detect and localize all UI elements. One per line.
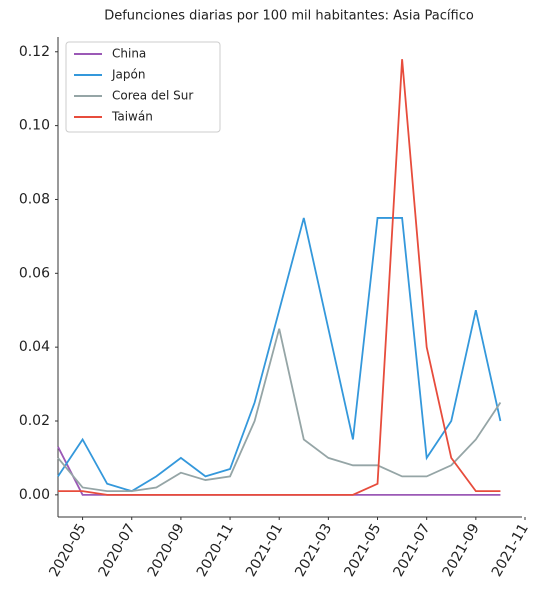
x-tick-label: 2021-03: [292, 521, 335, 580]
series-line: [57, 217, 502, 493]
y-tick-label: 0.00: [19, 487, 50, 503]
series-line: [58, 59, 501, 496]
x-tick-label: 2021-07: [391, 521, 434, 580]
y-tick-label: 0.12: [19, 44, 50, 60]
y-tick-label: 0.02: [19, 413, 50, 429]
x-tick-label: 2021-01: [243, 521, 286, 580]
x-tick-label: 2021-09: [440, 521, 483, 580]
legend-label: Corea del Sur: [112, 89, 193, 103]
legend-label: Japón: [111, 68, 145, 82]
x-tick-label: 2020-05: [46, 521, 89, 580]
y-tick-label: 0.04: [19, 339, 50, 355]
series-line: [57, 446, 501, 496]
y-tick-label: 0.06: [19, 265, 50, 281]
legend-label: Taiwán: [111, 110, 153, 124]
series-line: [57, 328, 502, 493]
x-tick-label: 2020-11: [194, 521, 237, 580]
y-tick-label: 0.08: [19, 191, 50, 207]
x-tick-label: 2021-11: [489, 521, 532, 580]
chart-title: Defunciones diarias por 100 mil habitant…: [104, 9, 474, 24]
legend: China Japón Corea del Sur Taiwán: [65, 41, 221, 133]
legend-box: [65, 41, 221, 133]
x-tick-label: 2020-07: [96, 521, 139, 580]
legend-label: China: [112, 47, 146, 61]
y-tick-label: 0.10: [19, 118, 50, 134]
x-tick-label: 2021-05: [341, 521, 384, 580]
x-tick-label: 2020-09: [145, 521, 188, 580]
